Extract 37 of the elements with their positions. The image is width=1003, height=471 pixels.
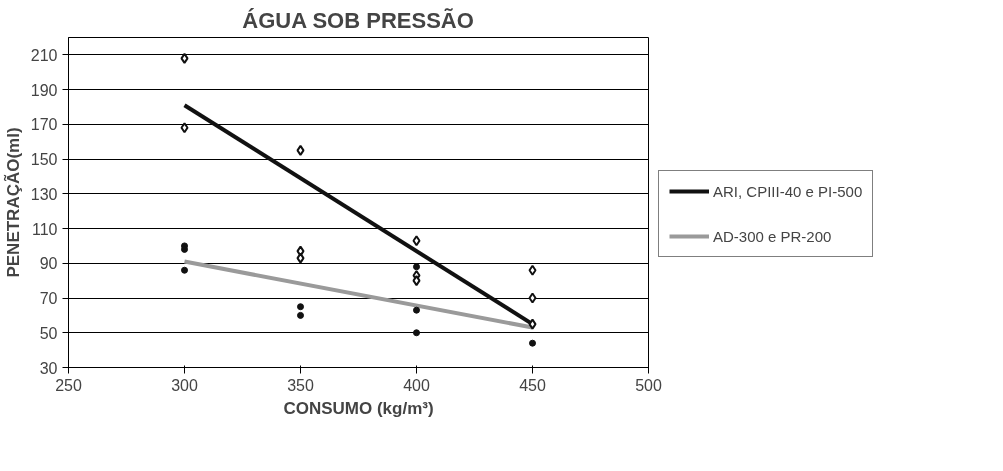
y-tick-label: 110: [31, 220, 58, 238]
point: [296, 144, 305, 156]
legend-label: AD-300 e PR-200: [713, 227, 832, 245]
y-tick-label: 210: [30, 46, 58, 64]
y-tick-label: 150: [30, 151, 58, 169]
point: [529, 339, 536, 347]
point: [180, 52, 189, 64]
point: [413, 263, 420, 271]
x-axis-title: CONSUMO (kg/m³): [283, 398, 434, 418]
y-tick-label: 90: [39, 255, 58, 273]
point: [412, 275, 421, 287]
x-tick-label: 450: [519, 376, 546, 394]
point: [180, 122, 189, 134]
point: [528, 292, 537, 304]
legend-label: ARI, CPIII-40 e PI-500: [713, 182, 863, 200]
point: [412, 235, 421, 247]
point: [296, 252, 305, 264]
y-axis-title: PENETRAÇÃO(ml): [2, 127, 23, 278]
point: [181, 266, 188, 274]
x-tick-label: 250: [55, 376, 82, 394]
y-tick-label: 170: [30, 116, 58, 134]
y-tick-label: 190: [30, 81, 58, 99]
x-tick-label: 350: [287, 376, 314, 394]
point: [413, 306, 420, 314]
point: [528, 264, 537, 276]
x-tick-label: 500: [635, 376, 662, 394]
point: [413, 329, 420, 337]
y-tick-label: 30: [39, 359, 58, 377]
x-tick-label: 400: [403, 376, 430, 394]
point: [297, 303, 304, 311]
x-tick-label: 300: [171, 376, 198, 394]
y-tick-label: 130: [30, 185, 58, 203]
y-tick-label: 70: [39, 290, 58, 308]
y-tick-label: 50: [39, 324, 58, 342]
point: [297, 311, 304, 319]
chart-title: ÁGUA SOB PRESSÃO: [242, 7, 474, 33]
point: [528, 318, 537, 330]
